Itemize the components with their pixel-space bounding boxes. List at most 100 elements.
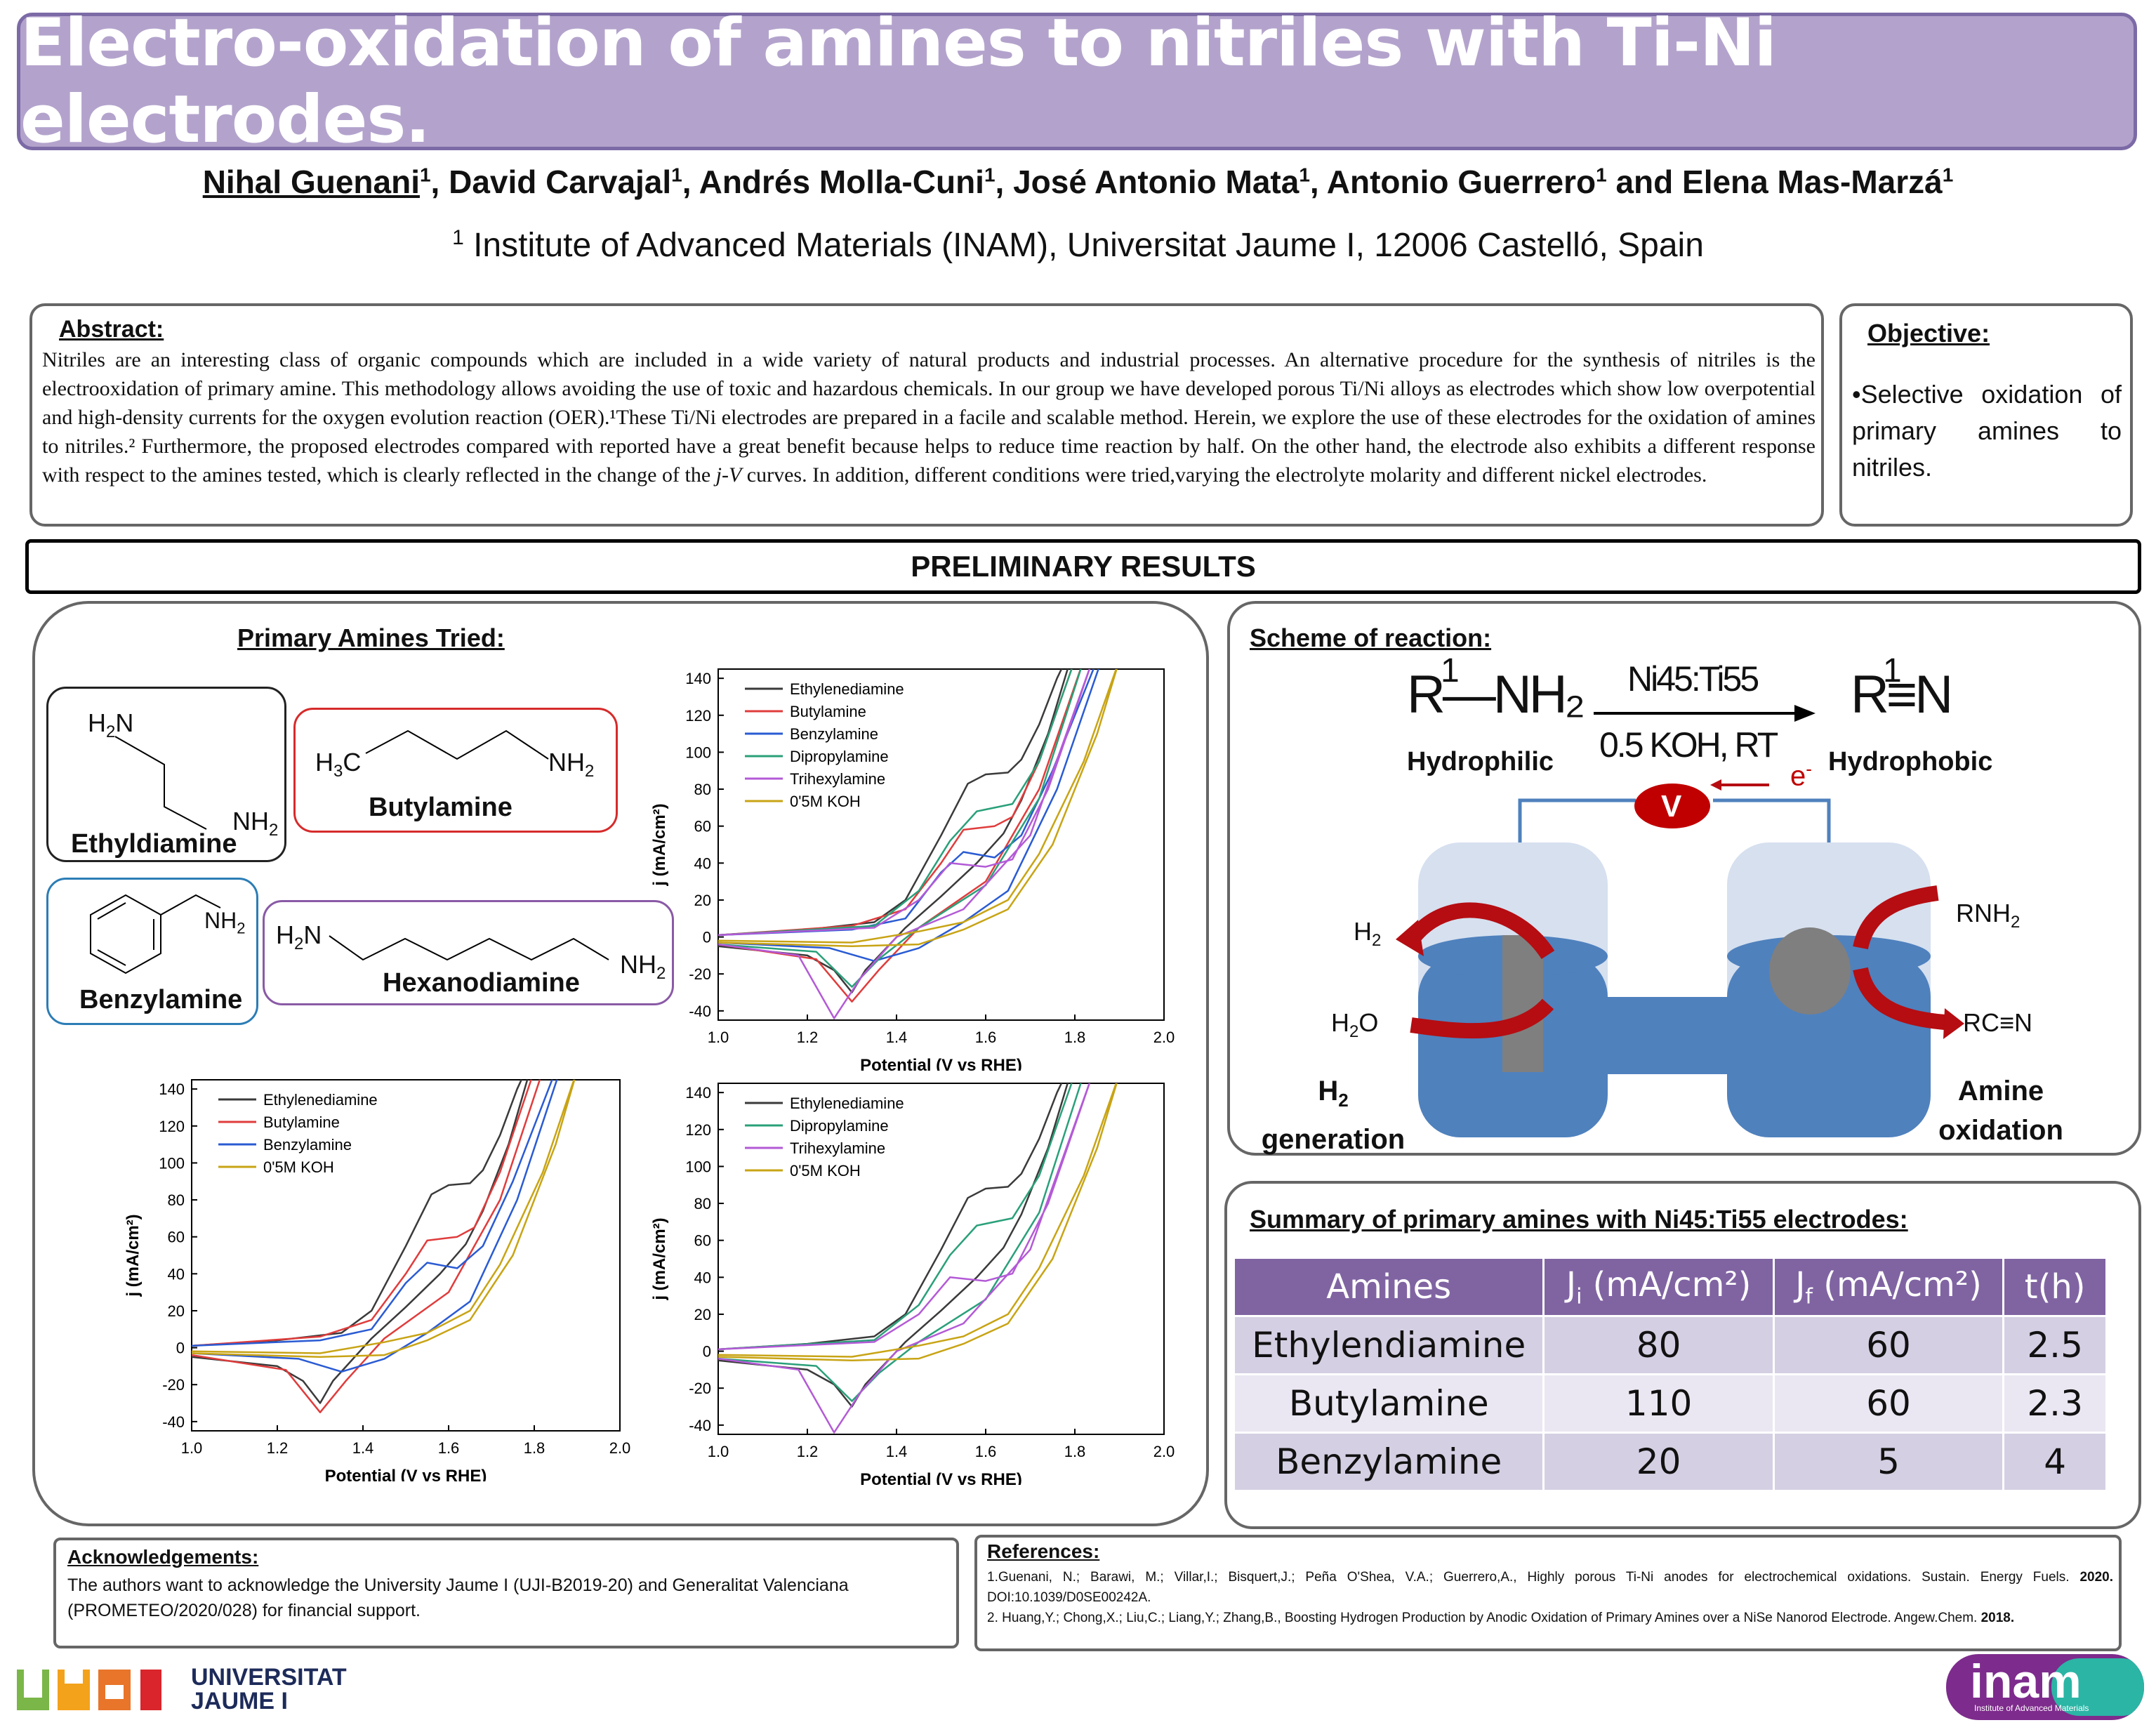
y-tick-label: 120 [159, 1118, 185, 1135]
affiliation-sup: 1 [452, 226, 464, 249]
objective-panel: Objective: •Selective oxidation of prima… [1839, 303, 2133, 527]
h2o-label: H2O [1331, 1008, 1379, 1042]
x-tick-label: 2.0 [609, 1439, 631, 1457]
benzyl-nh2-label: NH2 [204, 908, 246, 937]
acknowledgements-heading: Acknowledgements: [67, 1546, 259, 1568]
voltmeter-icon [1634, 784, 1710, 828]
y-tick-label: 0 [703, 1343, 711, 1361]
electrochemical-cell-diagram [1396, 779, 1964, 1137]
cell-jf: 5 [1772, 1432, 2005, 1492]
cv-chart-all-amines: 1.0 1.2 1.4 1.6 1.8 2.0 -40 -20 0 20 40 60 80 100 120 1… [635, 649, 1179, 1075]
reference-2: 2. Huang,Y.; Chong,X.; Liu,C.; Liang,Y.;… [987, 1611, 2015, 1625]
plot-frame [717, 1083, 1165, 1435]
y-tick-label: 100 [685, 1158, 711, 1175]
references-heading: References: [987, 1540, 1100, 1562]
x-tick-label: 1.2 [797, 1443, 819, 1460]
hexanodiamine-structure [329, 935, 609, 961]
author-separator: , [1309, 164, 1327, 200]
author-affiliation-sup: 1 [1596, 164, 1607, 186]
series-line [718, 1083, 1069, 1408]
conditions-label: 0.5 KOH, RT [1599, 725, 1778, 765]
author-separator: , [682, 164, 699, 200]
y-tick-label: 140 [159, 1080, 185, 1098]
series-line [192, 1080, 558, 1373]
series-line [718, 669, 1082, 988]
legend-label: Trihexylamine [790, 1139, 885, 1157]
author-affiliation-sup: 1 [984, 164, 996, 186]
affiliation-text: Institute of Advanced Materials (INAM), … [473, 227, 1704, 264]
cell-amine: Benzylamine [1232, 1432, 1545, 1492]
amine-oxidation-label: Amine oxidation [1938, 1076, 2063, 1146]
series-line [718, 669, 1118, 947]
hydrophilic-label: Hydrophilic [1407, 747, 1554, 776]
poster-title: Electro-oxidation of amines to nitriles … [20, 5, 1777, 158]
cathode-electrode [1502, 935, 1543, 1072]
affiliation: 1 Institute of Advanced Materials (INAM)… [0, 226, 2156, 265]
series-line [718, 1083, 1082, 1402]
y-axis-label: j (mA/cm²) [650, 1217, 669, 1300]
x-tick-label: 1.0 [181, 1439, 203, 1457]
y-tick-label: 0 [703, 929, 711, 946]
ethyldiamine-structure [114, 736, 207, 830]
legend-label: Ethylenediamine [790, 680, 904, 698]
x-tick-label: 1.8 [524, 1439, 545, 1457]
amine-card-ethyldiamine: H2N NH2 Ethyldiamine [46, 687, 286, 862]
x-tick-label: 1.0 [708, 1443, 729, 1460]
y-tick-label: 40 [168, 1265, 185, 1283]
hexano-h2n-label: H2N [276, 920, 322, 954]
legend-label: 0'5M KOH [790, 1162, 861, 1179]
author-name: David Carvajal [449, 164, 672, 200]
objective-text: •Selective oxidation of primary amines t… [1852, 380, 2122, 482]
cell-time: 2.5 [2002, 1315, 2108, 1375]
y-tick-label: 80 [168, 1191, 185, 1209]
author-name: Elena Mas-Marzá [1682, 164, 1943, 200]
y-tick-label: 60 [694, 818, 711, 835]
legend-label: Ethylenediamine [263, 1091, 378, 1109]
butyl-nh2-label: NH2 [548, 748, 595, 781]
series-line [718, 669, 1091, 1019]
h2-label: H2 [1354, 917, 1382, 951]
series-line [718, 669, 1099, 963]
x-tick-label: 1.8 [1064, 1029, 1086, 1046]
abstract-jv: j-V [715, 463, 742, 487]
y-tick-label: -20 [689, 1380, 711, 1397]
cell-time: 4 [2002, 1432, 2108, 1492]
author-affiliation-sup: 1 [1299, 164, 1310, 186]
x-tick-label: 1.2 [797, 1029, 819, 1046]
y-tick-label: -20 [689, 965, 711, 983]
title-banner: Electro-oxidation of amines to nitriles … [17, 5, 2137, 158]
x-axis-label: Potential (V vs RHE) [860, 1470, 1022, 1485]
cv-chart-butyl-benzyl: 1.0 1.2 1.4 1.6 1.8 2.0 -40 -20 0 20 40 60 80 100 120 1… [109, 1060, 635, 1486]
ethyl-h2n-label: H2N [88, 708, 134, 742]
col-time: t(h) [2002, 1257, 2108, 1317]
legend-label: Trihexylamine [790, 770, 885, 788]
series-line [192, 1080, 576, 1358]
hexano-nh2-label: NH2 [620, 950, 666, 984]
author-name: José Antonio Mata [1013, 164, 1299, 200]
amine-card-butylamine: H3C NH2 Butylamine [293, 708, 618, 833]
acknowledgements-panel: Acknowledgements: The authors want to ac… [53, 1538, 959, 1648]
cell-ji: 110 [1542, 1373, 1775, 1434]
y-tick-label: 80 [694, 781, 711, 798]
x-tick-label: 1.2 [267, 1439, 289, 1457]
legend-label: Butylamine [790, 703, 866, 720]
cv-chart-dipropyl-trihexyl: 1.0 1.2 1.4 1.6 1.8 2.0 -40 -20 0 20 40 60 80 100 120 1… [635, 1064, 1179, 1489]
cell-time: 2.3 [2002, 1373, 2108, 1434]
legend-label: Dipropylamine [790, 748, 889, 765]
product-formula: R≡N [1851, 665, 1953, 725]
y-tick-label: -40 [689, 1417, 711, 1434]
legend-label: Benzylamine [790, 725, 878, 743]
y-tick-label: 140 [685, 670, 711, 687]
series-line [192, 1080, 529, 1404]
x-tick-label: 1.4 [352, 1439, 374, 1457]
y-tick-label: 40 [694, 1269, 711, 1286]
author-affiliation-sup: 1 [1942, 164, 1954, 186]
y-tick-label: 0 [176, 1340, 185, 1357]
y-tick-label: 120 [685, 1121, 711, 1139]
x-tick-label: 2.0 [1153, 1029, 1175, 1046]
cell-ji: 20 [1542, 1432, 1775, 1492]
benzylamine-name: Benzylamine [79, 985, 243, 1014]
preliminary-results-banner: PRELIMINARY RESULTS [25, 539, 2141, 594]
uji-logo-icon [17, 1670, 161, 1710]
author-name: Antonio Guerrero [1326, 164, 1596, 200]
